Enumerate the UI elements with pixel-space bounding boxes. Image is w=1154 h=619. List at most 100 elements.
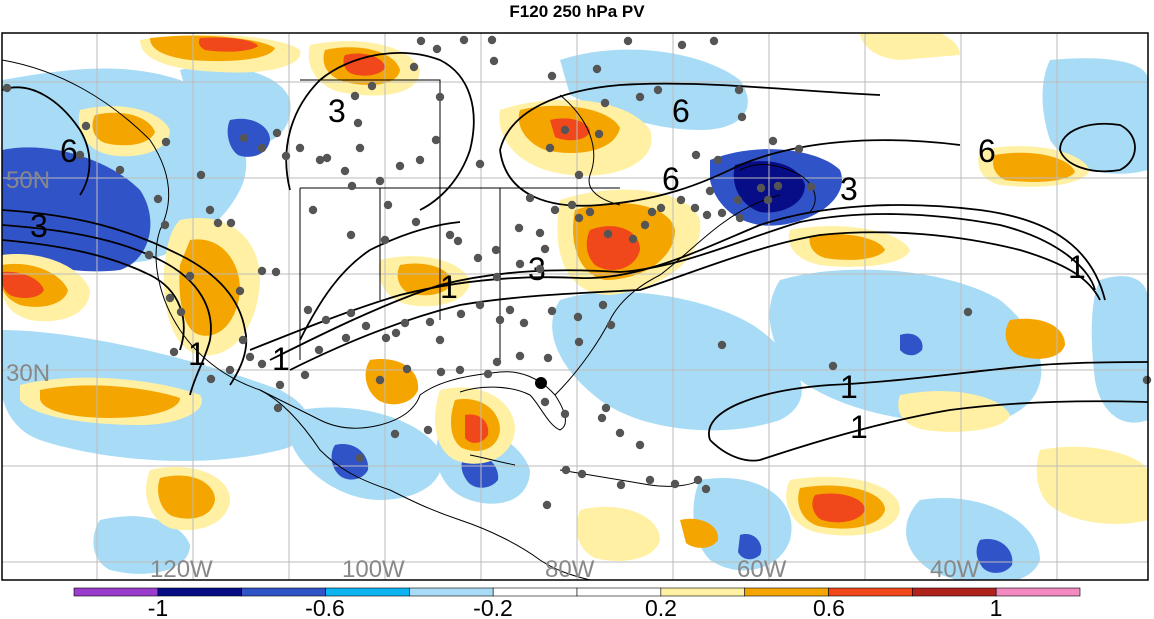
contour-label: 6 xyxy=(60,133,78,169)
observation-dot xyxy=(213,218,223,228)
contour-label: 6 xyxy=(672,93,690,129)
colorbar-tick: -1 xyxy=(148,595,168,619)
lon-label: 80W xyxy=(545,556,595,583)
contour-label: 1 xyxy=(272,341,290,377)
observation-dot xyxy=(425,317,435,327)
observation-dot xyxy=(226,218,236,228)
contour-label: 1 xyxy=(850,409,868,445)
observation-dot xyxy=(768,136,778,146)
observation-dot xyxy=(600,98,610,108)
contour-labels: 6 6 6 6 3 3 3 3 1 1 1 1 1 1 xyxy=(30,93,1086,445)
observation-dot xyxy=(153,194,163,204)
observation-dot xyxy=(656,203,666,213)
contour-label: 1 xyxy=(440,269,458,305)
colorbar-swatch xyxy=(157,587,242,597)
observation-dot xyxy=(701,484,711,494)
lat-label: 50N xyxy=(6,167,50,194)
observation-dot xyxy=(257,359,267,369)
observation-dot xyxy=(547,71,557,81)
observation-dot xyxy=(806,182,816,192)
observation-dot xyxy=(321,315,331,325)
observation-dot xyxy=(547,306,557,316)
observation-dot xyxy=(400,318,410,328)
colorbar-tick: 0.6 xyxy=(813,595,845,619)
observation-dot xyxy=(346,230,356,240)
observation-dot xyxy=(487,35,497,45)
observation-dot xyxy=(361,321,371,331)
observation-dot xyxy=(395,161,405,171)
observation-dot xyxy=(415,155,425,165)
observation-dot xyxy=(670,479,680,489)
observation-dot xyxy=(573,312,583,322)
observation-dot xyxy=(353,118,363,128)
observation-dot xyxy=(281,151,291,161)
observation-dot xyxy=(756,183,766,193)
observation-dot xyxy=(574,213,584,223)
observation-dot xyxy=(431,135,441,145)
observation-dot xyxy=(295,143,305,153)
lat-label: 30N xyxy=(6,360,50,387)
observation-dot xyxy=(257,143,267,153)
observation-dot xyxy=(411,217,421,227)
observation-dot xyxy=(717,340,727,350)
observation-dot xyxy=(543,353,553,363)
observation-dot xyxy=(383,200,393,210)
observation-dot xyxy=(542,500,552,510)
observation-dot xyxy=(615,428,625,438)
observation-dot xyxy=(436,367,446,377)
observation-dot xyxy=(453,236,463,246)
observation-dot xyxy=(456,309,466,319)
contour-label: 1 xyxy=(840,369,858,405)
observation-dot xyxy=(273,403,283,413)
colorbar-tick: 0.2 xyxy=(645,595,677,619)
observation-dot xyxy=(574,170,584,180)
observation-dot xyxy=(206,374,216,384)
colorbar-swatch xyxy=(73,587,159,597)
observation-dot xyxy=(653,85,663,95)
contour-label: 6 xyxy=(662,161,680,197)
observation-dot xyxy=(115,165,125,175)
observation-sites xyxy=(2,35,1152,510)
contour-label: 3 xyxy=(30,208,48,244)
colorbar-tick: -0.6 xyxy=(305,595,345,619)
observation-dot xyxy=(635,92,645,102)
observation-dot xyxy=(598,300,608,310)
observation-dot xyxy=(691,150,701,160)
observation-dot xyxy=(495,315,505,325)
observation-dot xyxy=(773,181,783,191)
observation-dot xyxy=(196,170,206,180)
observation-dot xyxy=(355,143,365,153)
map-title: F120 250 hPa PV xyxy=(509,2,645,21)
observation-dot xyxy=(391,328,401,338)
observation-dot xyxy=(489,56,499,66)
observation-dot xyxy=(235,286,245,296)
observation-dot xyxy=(341,333,351,343)
observation-dot xyxy=(737,112,747,122)
observation-dot xyxy=(616,480,626,490)
observation-dot xyxy=(271,267,281,277)
observation-dot xyxy=(713,155,723,165)
coastlines xyxy=(2,59,816,580)
observation-dot xyxy=(690,203,700,213)
observation-dot xyxy=(350,91,360,101)
observation-dot xyxy=(515,351,525,361)
observation-dot xyxy=(409,62,419,72)
observation-dot xyxy=(314,345,324,355)
observation-dot xyxy=(492,272,502,282)
observation-dot xyxy=(535,264,545,274)
observation-dot xyxy=(1142,375,1152,385)
observation-dot xyxy=(435,92,445,102)
observation-dot xyxy=(514,223,524,233)
contour-label: 3 xyxy=(840,171,858,207)
observation-dot xyxy=(455,365,465,375)
observation-dot xyxy=(733,195,743,205)
observation-dot xyxy=(677,40,687,50)
observation-dot xyxy=(585,207,595,217)
observation-dot xyxy=(676,195,686,205)
observation-dot xyxy=(550,205,560,215)
observation-dot xyxy=(794,144,804,154)
contour-label: 1 xyxy=(1068,249,1086,285)
observation-dot xyxy=(561,465,571,475)
observation-dot xyxy=(239,133,249,143)
observation-dot xyxy=(380,235,390,245)
